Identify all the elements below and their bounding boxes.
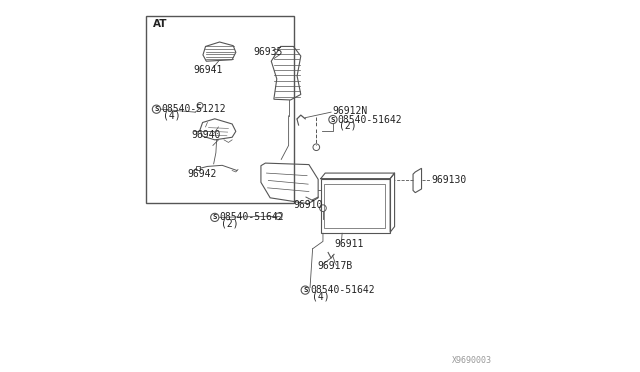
Text: S: S [303,287,307,293]
Text: 08540-51212: 08540-51212 [161,104,226,114]
Text: S: S [212,214,217,220]
Text: 08540-51642: 08540-51642 [220,212,284,222]
Text: S: S [154,106,159,112]
Text: 96912N: 96912N [332,106,367,116]
Text: 08540-51642: 08540-51642 [338,115,403,125]
Text: AT: AT [153,19,168,29]
Text: 96911: 96911 [334,239,364,249]
Text: (2): (2) [221,219,239,229]
Text: (2): (2) [339,121,357,131]
Text: 969130: 969130 [432,175,467,185]
Text: 96942: 96942 [188,169,217,179]
Text: 96910: 96910 [293,200,323,210]
Text: 96941: 96941 [194,65,223,75]
Text: 96940: 96940 [191,130,221,140]
Bar [321,179,390,233]
Text: 08540-51642: 08540-51642 [310,285,374,295]
Text: S: S [331,116,335,122]
Text: (4): (4) [312,291,329,301]
Text: 96917B: 96917B [317,261,352,271]
Bar [147,16,294,203]
Bar [324,184,385,228]
Text: 96935: 96935 [253,47,283,57]
Text: X9690003: X9690003 [452,356,492,365]
Text: (4): (4) [163,110,180,121]
Bar [196,166,200,170]
